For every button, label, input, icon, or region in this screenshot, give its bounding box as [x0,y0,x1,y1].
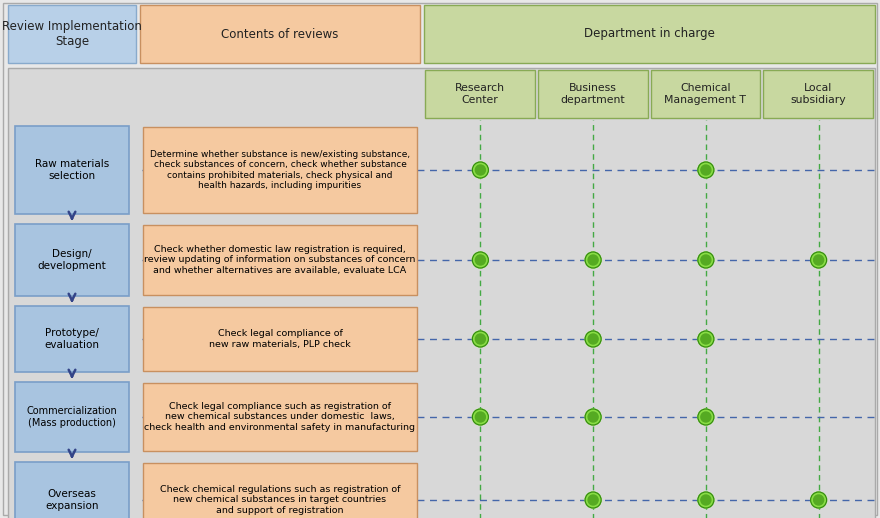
Circle shape [588,495,598,505]
Circle shape [473,409,488,425]
Circle shape [473,331,488,347]
FancyBboxPatch shape [143,383,417,451]
Circle shape [473,252,488,268]
FancyBboxPatch shape [143,307,417,371]
Text: Overseas
expansion: Overseas expansion [45,489,99,511]
Circle shape [698,492,714,508]
Circle shape [698,409,714,425]
Text: Determine whether substance is new/existing substance,
check substances of conce: Determine whether substance is new/exist… [150,150,410,190]
FancyBboxPatch shape [425,70,535,118]
FancyBboxPatch shape [15,382,129,452]
Circle shape [700,255,711,265]
Circle shape [810,252,826,268]
Text: Raw materials
selection: Raw materials selection [35,159,109,181]
FancyBboxPatch shape [143,225,417,295]
FancyBboxPatch shape [3,3,877,515]
FancyBboxPatch shape [538,70,648,118]
FancyBboxPatch shape [763,70,873,118]
Circle shape [698,162,714,178]
Circle shape [588,255,598,265]
Text: Review Implementation
Stage: Review Implementation Stage [2,20,142,48]
Circle shape [810,492,826,508]
Circle shape [700,412,711,422]
Text: Prototype/
evaluation: Prototype/ evaluation [45,328,99,350]
Circle shape [588,412,598,422]
Circle shape [814,495,824,505]
Circle shape [585,409,601,425]
Circle shape [475,334,486,344]
Text: Research
Center: Research Center [455,83,505,105]
Circle shape [585,252,601,268]
FancyBboxPatch shape [143,127,417,213]
Circle shape [588,334,598,344]
Text: Check legal compliance such as registration of
new chemical substances under dom: Check legal compliance such as registrat… [144,402,415,432]
Circle shape [700,165,711,175]
Text: Design/
development: Design/ development [38,249,106,271]
Circle shape [585,492,601,508]
FancyBboxPatch shape [8,68,875,518]
FancyBboxPatch shape [15,126,129,214]
Text: Chemical
Management T: Chemical Management T [664,83,746,105]
Circle shape [475,255,486,265]
Circle shape [814,255,824,265]
Circle shape [700,495,711,505]
FancyBboxPatch shape [15,462,129,518]
Text: Check chemical regulations such as registration of
new chemical substances in ta: Check chemical regulations such as regis… [160,485,400,515]
FancyBboxPatch shape [424,5,875,63]
FancyBboxPatch shape [140,5,420,63]
Text: Check whether domestic law registration is required,
review updating of informat: Check whether domestic law registration … [144,245,415,275]
Text: Check legal compliance of
new raw materials, PLP check: Check legal compliance of new raw materi… [209,329,351,349]
Circle shape [475,165,486,175]
FancyBboxPatch shape [8,5,136,63]
FancyBboxPatch shape [15,306,129,372]
Text: Business
department: Business department [561,83,625,105]
Circle shape [698,252,714,268]
Circle shape [473,162,488,178]
FancyBboxPatch shape [650,70,760,118]
Circle shape [475,412,486,422]
FancyBboxPatch shape [143,463,417,518]
Circle shape [700,334,711,344]
Text: Contents of reviews: Contents of reviews [221,27,339,40]
Text: Local
subsidiary: Local subsidiary [790,83,846,105]
Text: Commercialization
(Mass production): Commercialization (Mass production) [26,406,117,428]
FancyBboxPatch shape [15,224,129,296]
Circle shape [585,331,601,347]
Circle shape [698,331,714,347]
Text: Department in charge: Department in charge [584,27,715,40]
